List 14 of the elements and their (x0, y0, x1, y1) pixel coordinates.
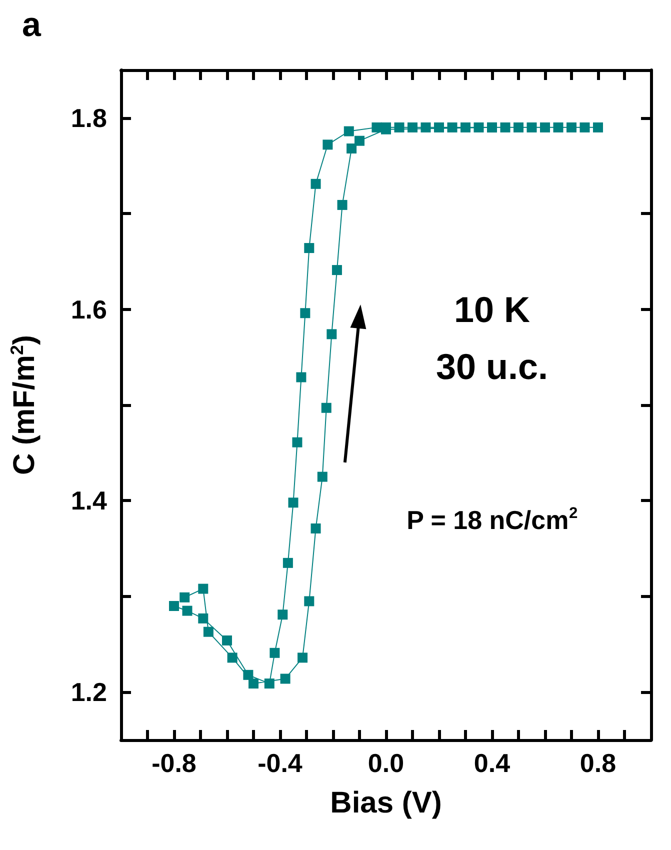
text: a (22, 6, 42, 44)
y-tick-label: 1.8 (70, 102, 107, 133)
y-tick-label: 1.2 (70, 677, 107, 708)
annotation: 10 K (454, 288, 530, 330)
x-axis-title: Bias (V) (330, 786, 442, 820)
x-tick-label: 0.0 (368, 748, 404, 778)
x-tick-label: -0.8 (152, 748, 196, 778)
x-tick-label: 0.8 (580, 748, 616, 778)
annotation: 30 u.c. (436, 346, 548, 388)
y-tick-label: 1.6 (70, 294, 107, 324)
x-tick-label: 0.4 (474, 748, 511, 778)
x-tick-label: -0.4 (258, 748, 303, 778)
y-axis-title: C (mF/m2) (7, 334, 41, 475)
y-tick-label: 1.4 (70, 486, 108, 516)
